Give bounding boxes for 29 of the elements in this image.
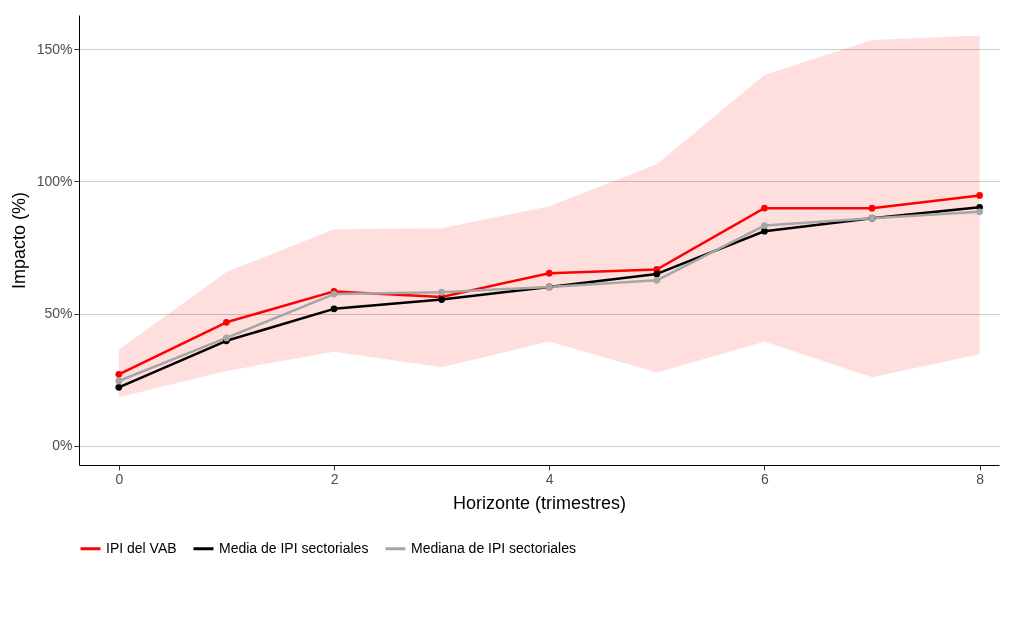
point (653, 270, 661, 278)
point (761, 204, 768, 212)
point (761, 222, 768, 229)
legend-label: Media de IPI sectoriales (219, 539, 369, 556)
point (115, 383, 123, 391)
x-axis-title: Horizonte (trimestres) (452, 492, 627, 513)
legend-label: Mediana de IPI sectoriales (411, 539, 576, 556)
point (868, 204, 876, 212)
x-tick-label: 2 (330, 470, 339, 487)
y-tick-label: 100% (36, 172, 73, 189)
point (976, 192, 983, 199)
point (976, 208, 983, 216)
y-axis-title: Impacto (%) (8, 191, 29, 290)
point (330, 305, 338, 313)
x-tick-label: 0 (115, 470, 124, 487)
x-tick-label: 4 (545, 470, 554, 487)
x-tick-label: 8 (976, 470, 985, 487)
point (761, 227, 768, 235)
point (223, 318, 230, 326)
point (545, 269, 553, 277)
point (653, 276, 661, 284)
y-tick-label: 50% (44, 305, 73, 322)
legend-label: IPI del VAB (106, 539, 177, 556)
point (115, 371, 123, 378)
y-tick-label: 150% (36, 40, 73, 57)
point (438, 288, 445, 296)
x-tick-label: 6 (761, 470, 770, 487)
point (115, 377, 123, 385)
y-tick-label: 0% (52, 437, 73, 454)
